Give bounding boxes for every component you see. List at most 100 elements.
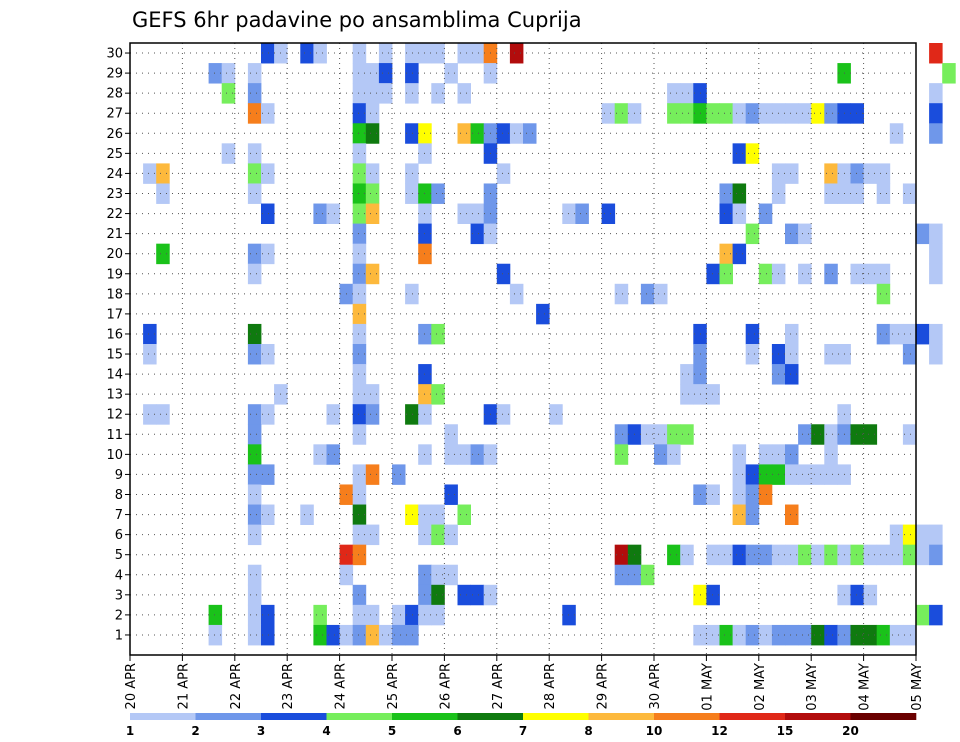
heatmap-cell	[247, 604, 262, 626]
heatmap-cell	[313, 624, 327, 646]
heatmap-cell	[352, 63, 367, 84]
y-tick-label: 11	[106, 428, 123, 443]
x-tick-label: 22 APR	[229, 663, 244, 709]
heatmap-cell	[431, 83, 445, 104]
heatmap-cell	[902, 183, 917, 204]
heatmap-cell	[365, 83, 380, 104]
heatmap-cell	[261, 344, 275, 365]
heatmap-cell	[889, 323, 904, 345]
heatmap-cell	[667, 424, 681, 445]
heatmap-cell	[261, 203, 275, 224]
x-tick-label: 27 APR	[491, 663, 506, 709]
heatmap-cell	[470, 43, 485, 64]
heatmap-cell	[352, 624, 367, 646]
heatmap-cell	[378, 624, 393, 646]
heatmap-cell	[850, 424, 864, 445]
y-tick-label: 8	[115, 488, 123, 503]
heatmap-cell	[798, 223, 812, 245]
x-tick-label: 28 APR	[543, 663, 558, 709]
heatmap-cell	[850, 103, 864, 124]
heatmap-cell	[614, 544, 629, 566]
heatmap-cell	[365, 524, 380, 546]
heatmap-cell	[378, 63, 393, 84]
heatmap-cell	[208, 604, 223, 626]
heatmap-cell	[365, 604, 380, 626]
heatmap-cell	[811, 103, 825, 124]
heatmap-cell	[326, 404, 340, 425]
x-tick-label: 03 MAY	[805, 663, 820, 711]
heatmap-cell	[470, 444, 485, 465]
heatmap-cell	[247, 504, 262, 525]
heatmap-cell	[352, 43, 367, 64]
heatmap-cell	[902, 624, 917, 646]
heatmap-cell	[640, 424, 655, 445]
heatmap-cell	[247, 424, 262, 445]
heatmap-cell	[405, 123, 419, 144]
heatmap-cell	[929, 524, 943, 546]
heatmap-cell	[405, 624, 419, 646]
heatmap-cell	[326, 624, 340, 646]
legend-swatch	[719, 713, 786, 720]
heatmap-cell	[326, 203, 340, 224]
heatmap-cell	[496, 163, 511, 184]
legend-label: 7	[519, 724, 527, 738]
heatmap-cell	[667, 544, 681, 566]
heatmap-cell	[719, 203, 733, 224]
dotted-grid	[130, 43, 916, 655]
heatmap-cell	[247, 323, 262, 345]
heatmap-cell	[745, 143, 760, 164]
heatmap-cell	[365, 263, 380, 285]
y-tick-label: 12	[106, 408, 123, 423]
heatmap-cell	[392, 624, 406, 646]
heatmap-cell	[365, 404, 380, 425]
legend-swatch	[588, 713, 655, 720]
heatmap-cell	[156, 183, 170, 204]
y-tick-label: 26	[106, 127, 123, 142]
heatmap-cell	[732, 544, 747, 566]
heatmap-cell	[444, 63, 458, 84]
heatmap-cell	[654, 283, 668, 305]
heatmap-cell	[719, 624, 733, 646]
heatmap-cell	[247, 464, 262, 485]
heatmap-cell	[785, 103, 799, 124]
heatmap-cell	[785, 544, 799, 566]
heatmap-cell	[824, 103, 838, 124]
legend-label: 5	[388, 724, 396, 738]
heatmap-cell	[457, 444, 471, 465]
heatmap-cell	[405, 283, 419, 305]
heatmap-cell	[680, 384, 694, 405]
heatmap-cell	[352, 544, 367, 566]
heatmap-cell	[365, 63, 380, 84]
y-tick-label: 4	[115, 568, 123, 583]
heatmap-cell	[523, 123, 537, 144]
y-tick-label: 7	[115, 508, 123, 523]
heatmap-cell	[916, 544, 930, 566]
legend-label: 15	[777, 724, 794, 738]
heatmap-cell	[392, 604, 406, 626]
legend-label: 12	[711, 724, 728, 738]
heatmap-cell	[863, 424, 878, 445]
heatmap-cell	[706, 384, 720, 405]
heatmap-cell	[470, 123, 485, 144]
y-tick-label: 18	[106, 287, 123, 302]
chart-title: GEFS 6hr padavine po ansamblima Cuprija	[132, 8, 582, 32]
heatmap-cell	[850, 584, 864, 606]
heatmap-cell	[863, 163, 878, 184]
heatmap-cell	[824, 263, 838, 285]
heatmap-cell	[326, 444, 340, 465]
heatmap-cell	[863, 584, 878, 606]
heatmap-cell	[392, 464, 406, 485]
heatmap-cell	[352, 83, 367, 104]
heatmap-cell	[365, 384, 380, 405]
heatmap-cell	[876, 183, 891, 204]
legend-label: 10	[646, 724, 663, 738]
heatmap-cell	[156, 404, 170, 425]
heatmap-cell	[719, 263, 733, 285]
heatmap-cell	[261, 243, 275, 265]
heatmap-cell	[247, 564, 262, 586]
heatmap-cell	[654, 444, 668, 465]
heatmap-cell	[824, 344, 838, 365]
y-tick-label: 13	[106, 388, 123, 403]
heatmap-cell	[562, 604, 576, 626]
heatmap-cell	[758, 103, 773, 124]
